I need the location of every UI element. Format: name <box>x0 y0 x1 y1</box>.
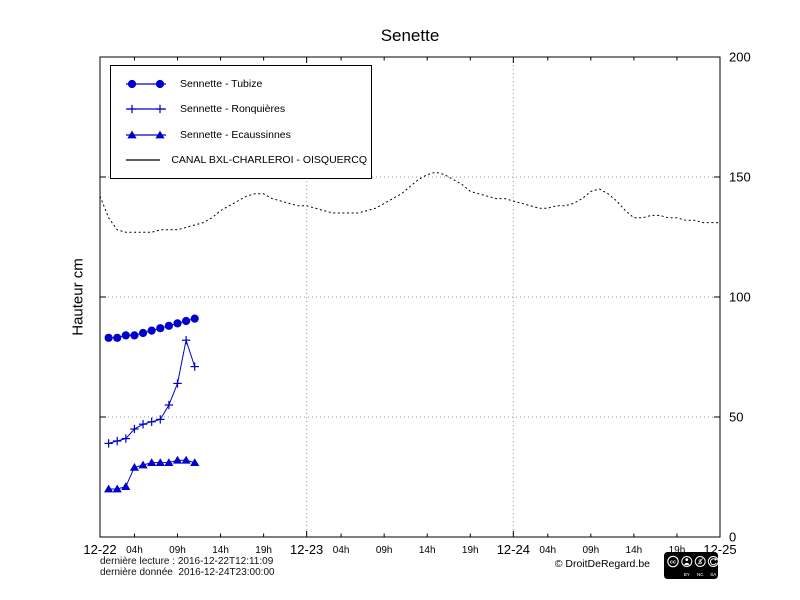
legend-box: Sennette - Tubize Sennette - Ronquières … <box>110 65 372 179</box>
legend-item-tubize: Sennette - Tubize <box>123 76 367 92</box>
svg-text:150: 150 <box>729 170 751 185</box>
y-axis-label: Hauteur cm <box>69 258 87 336</box>
svg-text:12-23: 12-23 <box>290 542 323 557</box>
sa-label: SA <box>710 572 717 577</box>
legend-label-ecaussinnes: Sennette - Ecaussinnes <box>180 128 291 141</box>
svg-text:04h: 04h <box>333 545 350 556</box>
axis-ticks <box>99 56 721 538</box>
svg-text:19h: 19h <box>462 545 479 556</box>
svg-text:0: 0 <box>729 530 736 545</box>
legend-label-ronquieres: Sennette - Ronquières <box>180 103 286 116</box>
chart-title: Senette <box>380 26 440 45</box>
series-tubize <box>104 314 199 342</box>
svg-text:50: 50 <box>729 410 743 425</box>
legend-marker-ecaussinnes <box>126 130 166 139</box>
svg-text:cc: cc <box>670 560 676 566</box>
by-icon <box>681 556 693 567</box>
copyright-text: © DroitDeRegard.be <box>554 558 650 570</box>
svg-text:04h: 04h <box>539 545 556 556</box>
nc-icon: $ <box>694 556 706 567</box>
legend-marker-tubize <box>126 79 166 88</box>
svg-text:$: $ <box>698 559 702 566</box>
svg-text:09h: 09h <box>376 545 393 556</box>
svg-text:14h: 14h <box>212 545 229 556</box>
svg-text:200: 200 <box>729 50 751 65</box>
svg-text:14h: 14h <box>419 545 436 556</box>
svg-text:19h: 19h <box>255 545 272 556</box>
legend-marker-canal <box>126 159 161 161</box>
svg-text:100: 100 <box>729 290 751 305</box>
legend-label-tubize: Sennette - Tubize <box>180 77 263 90</box>
legend-item-ecaussinnes: Sennette - Ecaussinnes <box>123 127 367 143</box>
legend-marker-ronquieres <box>126 105 166 114</box>
last-reading-text: dernière lecture : 2016-12-22T12:11:09 <box>100 556 274 567</box>
cc-icon: cc <box>667 555 679 568</box>
svg-text:09h: 09h <box>582 545 599 556</box>
sa-icon <box>707 556 718 567</box>
svg-text:19h: 19h <box>669 545 686 556</box>
series-ronquieres <box>104 336 199 448</box>
legend-label-canal: CANAL BXL-CHARLEROI - OISQUERCQ <box>171 154 367 167</box>
svg-text:14h: 14h <box>626 545 643 556</box>
last-data-text: dernière donnée 2016-12-24T23:00:00 <box>100 567 275 578</box>
series-ecaussinnes <box>104 455 200 493</box>
nc-label: NC <box>697 572 704 577</box>
legend-item-ronquieres: Sennette - Ronquières <box>123 101 367 117</box>
legend-item-canal: CANAL BXL-CHARLEROI - OISQUERCQ <box>123 152 367 168</box>
svg-text:12-24: 12-24 <box>497 542 530 557</box>
svg-text:04h: 04h <box>126 545 143 556</box>
footer-notes: dernière lecture : 2016-12-22T12:11:09 d… <box>100 556 275 578</box>
cc-license-badge: cc $ BY NC SA <box>664 552 718 579</box>
svg-text:09h: 09h <box>169 545 186 556</box>
svg-text:12-22: 12-22 <box>83 542 116 557</box>
by-label: BY <box>684 572 690 577</box>
series-canal <box>99 171 720 233</box>
